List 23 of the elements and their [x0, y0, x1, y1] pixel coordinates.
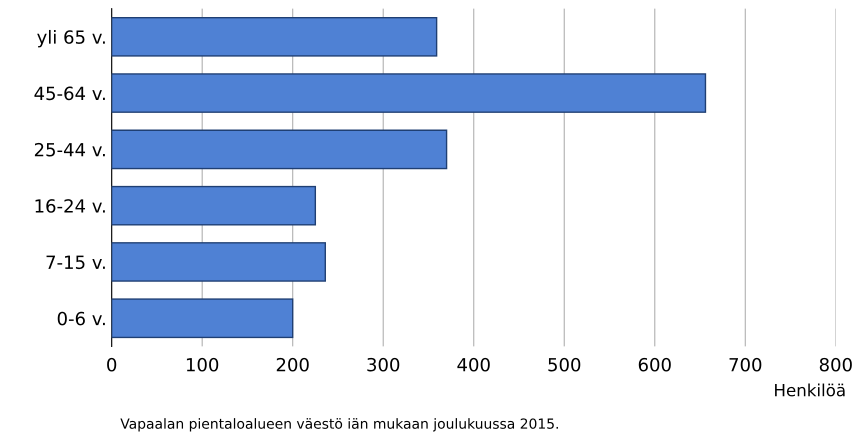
x-tick-label: 600	[638, 358, 671, 372]
x-tick-label: 800	[820, 358, 852, 372]
text: Vapaalan pientaloalueen väestö iän mukaan joulukuussa 2015.	[120, 418, 558, 432]
y-tick-label: 16-24 v.	[36, 199, 105, 213]
bar	[112, 130, 448, 170]
x-tick-label: 700	[730, 358, 762, 372]
bar	[112, 242, 326, 282]
x-tick-label: 500	[548, 358, 580, 372]
x-tick-label: 0	[107, 358, 116, 372]
y-tick-label: 25-44 v.	[34, 142, 105, 156]
y-tick-label: 45-64 v.	[34, 86, 105, 100]
bar	[112, 16, 438, 57]
bar	[112, 298, 294, 338]
y-tick-label: yli 65 v.	[37, 30, 105, 48]
y-tick-label: 7-15 v.	[46, 256, 105, 270]
y-tick-label: 0-6 v.	[58, 312, 105, 326]
x-tick-label: 400	[457, 358, 490, 372]
bar	[112, 186, 316, 226]
x-tick-label: 300	[367, 358, 400, 372]
x-tick-label: 200	[276, 358, 309, 372]
x-tick-label: 100	[186, 358, 218, 372]
bar	[112, 73, 706, 113]
x-axis-title: Henkilöä	[775, 384, 845, 396]
